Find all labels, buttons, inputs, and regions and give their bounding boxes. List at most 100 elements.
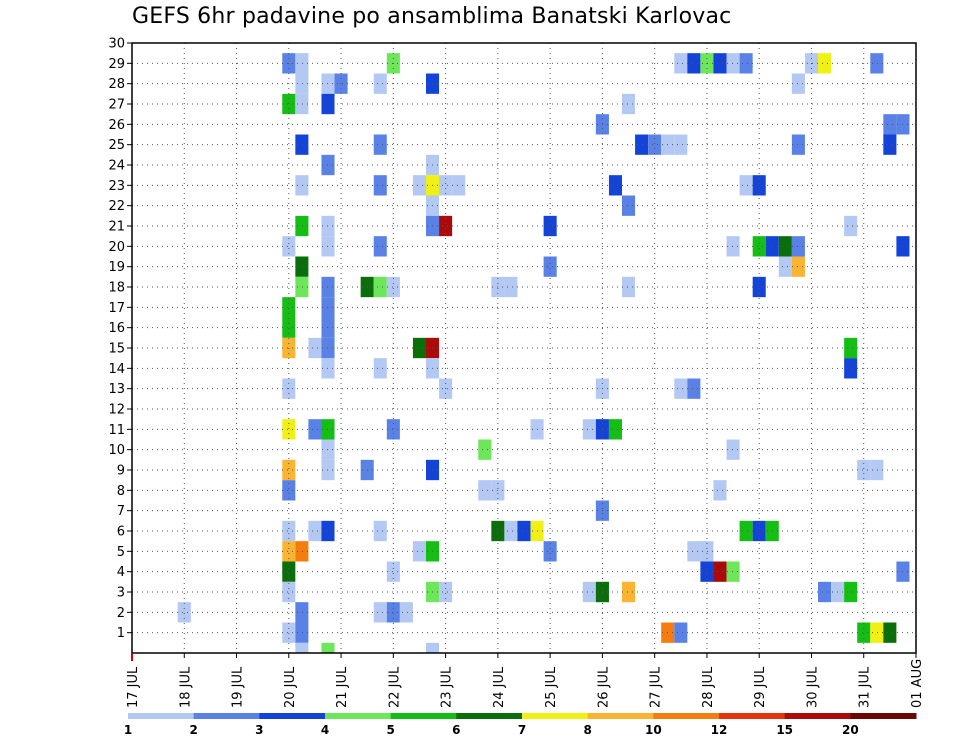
x-tick-label: 20 JUL bbox=[283, 666, 298, 708]
heat-cell bbox=[308, 419, 322, 440]
heat-cell bbox=[282, 520, 296, 542]
heat-cell bbox=[295, 73, 309, 94]
heat-cell bbox=[752, 520, 766, 542]
heat-cell bbox=[177, 602, 191, 623]
heat-cell bbox=[373, 358, 387, 379]
heat-cell bbox=[295, 134, 309, 155]
heat-cell bbox=[426, 642, 440, 653]
heat-cell bbox=[373, 134, 387, 155]
legend: 1 2 3 4 5 6 7 8 10 12 15 20 bbox=[124, 713, 917, 737]
heat-cell bbox=[295, 276, 309, 298]
legend-label: 8 bbox=[583, 723, 591, 737]
gridlines bbox=[132, 43, 916, 653]
heat-cell bbox=[713, 480, 727, 501]
heat-cell bbox=[674, 622, 688, 643]
y-tick-label: 25 bbox=[108, 138, 125, 153]
heat-cell bbox=[321, 642, 335, 653]
legend-swatch bbox=[850, 713, 917, 719]
legend-swatch bbox=[587, 713, 654, 719]
legend-swatch bbox=[390, 713, 457, 719]
heat-cell bbox=[452, 175, 466, 196]
heat-cell bbox=[700, 561, 714, 582]
heat-cell bbox=[818, 581, 832, 603]
y-tick-label: 10 bbox=[108, 443, 125, 458]
heat-cell bbox=[412, 541, 426, 562]
y-tick-label: 23 bbox=[108, 179, 125, 194]
legend-label: 1 bbox=[124, 723, 132, 737]
heat-cell bbox=[543, 541, 557, 562]
y-tick-label: 12 bbox=[108, 403, 125, 418]
heat-cell bbox=[791, 256, 805, 277]
heat-cell bbox=[726, 561, 740, 582]
chart-title: GEFS 6hr padavine po ansamblima Banatski… bbox=[132, 4, 732, 29]
heat-cell bbox=[870, 459, 884, 481]
heat-cell bbox=[791, 134, 805, 155]
heat-cell bbox=[726, 53, 740, 74]
heat-cell bbox=[478, 480, 492, 501]
legend-label: 12 bbox=[711, 723, 728, 737]
heat-cell bbox=[674, 53, 688, 74]
heat-cell bbox=[295, 215, 309, 237]
heat-cell bbox=[739, 175, 753, 196]
y-tick-label: 5 bbox=[117, 545, 125, 560]
heat-cell bbox=[883, 134, 897, 155]
y-tick-label: 26 bbox=[108, 118, 125, 133]
heat-cell bbox=[608, 175, 622, 196]
y-tick-label: 11 bbox=[108, 423, 125, 438]
heat-cell bbox=[791, 73, 805, 94]
heat-cell bbox=[282, 317, 296, 338]
y-tick-label: 30 bbox=[108, 37, 125, 52]
heat-cell bbox=[870, 53, 884, 74]
heat-cell bbox=[739, 53, 753, 74]
heat-cell bbox=[844, 581, 858, 603]
heat-cell bbox=[752, 236, 766, 257]
heat-cell bbox=[726, 439, 740, 460]
x-tick-label: 30 JUL bbox=[805, 666, 820, 708]
y-tick-label: 4 bbox=[117, 565, 125, 580]
heat-cell bbox=[295, 53, 309, 74]
heat-cell bbox=[386, 276, 400, 298]
heat-cell bbox=[412, 175, 426, 196]
heat-cell bbox=[308, 520, 322, 542]
legend-swatch bbox=[456, 713, 523, 719]
heat-cell bbox=[373, 73, 387, 94]
legend-label: 5 bbox=[386, 723, 394, 737]
heat-cell bbox=[582, 419, 596, 440]
heat-cell bbox=[622, 581, 636, 603]
y-tick-label: 3 bbox=[117, 586, 125, 601]
heat-cell bbox=[373, 520, 387, 542]
heat-cell bbox=[373, 602, 387, 623]
heat-cell bbox=[844, 337, 858, 359]
heat-cell bbox=[295, 622, 309, 643]
heat-cell bbox=[282, 297, 296, 318]
heat-cell bbox=[648, 134, 662, 155]
heat-cell bbox=[282, 581, 296, 603]
heat-cell bbox=[870, 622, 884, 643]
y-tick-label: 7 bbox=[117, 504, 125, 519]
heat-cell bbox=[282, 541, 296, 562]
heat-cell bbox=[622, 276, 636, 298]
heat-cell bbox=[674, 378, 688, 399]
heat-cell bbox=[282, 236, 296, 257]
y-tick-label: 29 bbox=[108, 57, 125, 72]
heat-cell bbox=[295, 541, 309, 562]
heat-cell bbox=[399, 602, 413, 623]
heat-cell bbox=[295, 175, 309, 196]
legend-label: 4 bbox=[321, 723, 329, 737]
heat-cell bbox=[857, 622, 871, 643]
heat-cell bbox=[752, 175, 766, 196]
heat-cell bbox=[726, 236, 740, 257]
heat-cell bbox=[582, 581, 596, 603]
x-tick-label: 21 JUL bbox=[335, 666, 350, 708]
legend-label: 15 bbox=[776, 723, 793, 737]
heat-cell bbox=[635, 134, 649, 155]
heat-cell bbox=[439, 581, 453, 603]
legend-label: 20 bbox=[842, 723, 859, 737]
y-tick-label: 19 bbox=[108, 260, 125, 275]
legend-swatch bbox=[719, 713, 786, 719]
y-tick-label: 9 bbox=[117, 464, 125, 479]
heat-cell bbox=[282, 480, 296, 501]
y-tick-label: 15 bbox=[108, 342, 125, 357]
x-tick-label: 29 JUL bbox=[753, 666, 768, 708]
